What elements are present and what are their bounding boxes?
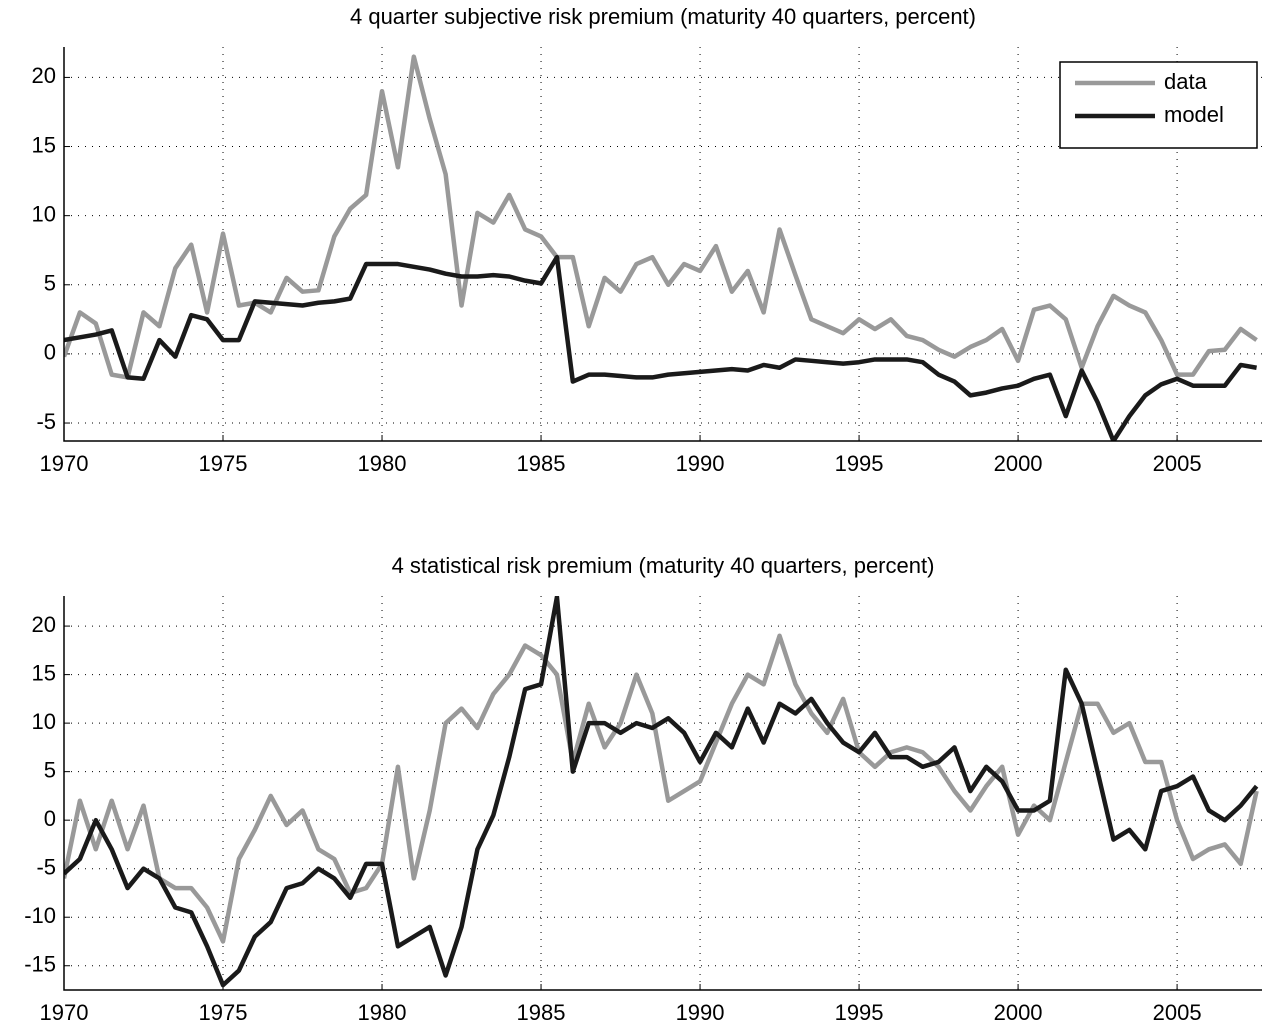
y-tick-label: -10	[24, 903, 56, 928]
x-tick-label: 2005	[1153, 1000, 1202, 1025]
data-line	[64, 633, 1259, 944]
y-tick-label: 15	[32, 132, 56, 157]
x-tick-label: 1975	[199, 1000, 248, 1025]
data-line	[64, 54, 1258, 380]
x-tick-label: 2000	[994, 451, 1043, 476]
x-tick-label: 1990	[676, 451, 725, 476]
axes-frame	[63, 47, 1262, 442]
y-tick-label: 20	[32, 612, 56, 637]
x-tick-label: 1980	[358, 451, 407, 476]
legend-label: model	[1164, 102, 1224, 127]
y-tick-label: 20	[32, 63, 56, 88]
y-tick-label: 5	[44, 271, 56, 296]
x-tick-label: 1985	[517, 451, 566, 476]
axes-frame	[63, 596, 1262, 991]
legend-box	[1059, 61, 1258, 149]
y-tick-label: 5	[44, 757, 56, 782]
x-tick-label: 1975	[199, 451, 248, 476]
x-tick-label: 1970	[40, 451, 89, 476]
chart-title: 4 quarter subjective risk premium (matur…	[350, 4, 976, 29]
x-tick-label: 1995	[835, 451, 884, 476]
x-tick-label: 1980	[358, 1000, 407, 1025]
x-tick-label: 2005	[1153, 451, 1202, 476]
y-tick-label: -5	[36, 855, 56, 880]
x-tick-label: 1990	[676, 1000, 725, 1025]
data-line	[64, 254, 1257, 441]
y-tick-label: -15	[24, 952, 56, 977]
x-tick-label: 1985	[517, 1000, 566, 1025]
y-tick-label: -5	[36, 409, 56, 434]
y-tick-label: 10	[32, 709, 56, 734]
legend-label: data	[1164, 69, 1208, 94]
x-tick-label: 2000	[994, 1000, 1043, 1025]
y-tick-label: 15	[32, 660, 56, 685]
legend: data model	[1059, 61, 1258, 149]
y-tick-label: 0	[44, 806, 56, 831]
x-tick-label: 1970	[40, 1000, 89, 1025]
data-line	[64, 596, 1259, 988]
y-tick-label: 0	[44, 340, 56, 365]
chart-title: 4 statistical risk premium (maturity 40 …	[392, 553, 935, 578]
x-tick-label: 1995	[835, 1000, 884, 1025]
y-tick-label: 10	[32, 201, 56, 226]
